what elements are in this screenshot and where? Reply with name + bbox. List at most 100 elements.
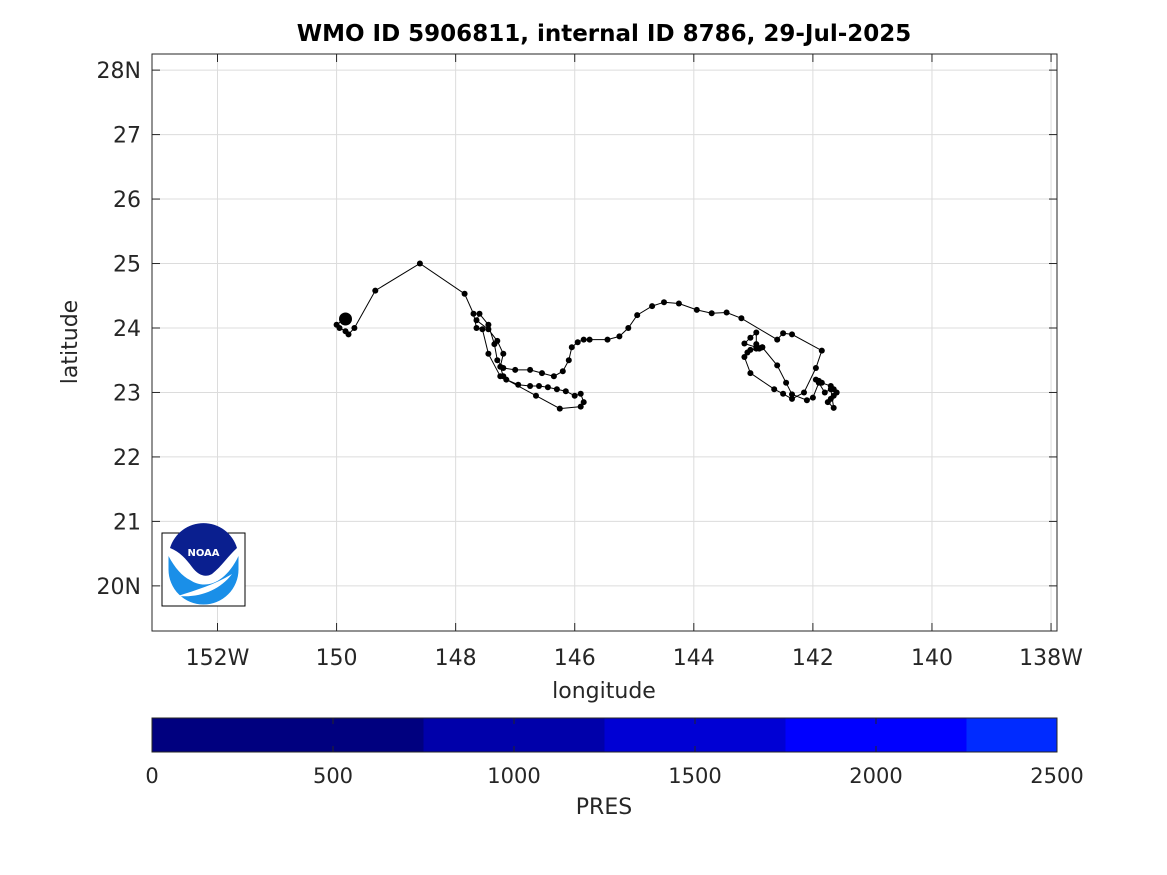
x-tick-label: 142 — [792, 646, 834, 671]
position-point — [812, 365, 819, 371]
y-tick-label: 25 — [113, 253, 141, 278]
position-point — [342, 328, 349, 335]
colorbar-tick-label: 2500 — [1030, 764, 1083, 788]
position-point — [333, 321, 340, 328]
float-positions — [333, 260, 840, 412]
position-point — [479, 326, 486, 333]
y-tick-label: 23 — [113, 381, 141, 406]
x-tick-label: 144 — [673, 646, 715, 671]
position-point — [818, 347, 825, 354]
position-point — [565, 357, 572, 364]
position-point — [512, 366, 519, 373]
position-point — [533, 392, 539, 399]
position-point — [527, 383, 534, 389]
position-point — [774, 362, 781, 369]
position-point — [789, 391, 795, 398]
colorbar-tick-label: 0 — [145, 764, 158, 788]
position-point — [485, 350, 492, 357]
position-point — [747, 370, 754, 377]
position-point — [351, 325, 358, 331]
position-point — [416, 260, 423, 267]
x-tick-label: 140 — [911, 646, 953, 671]
logo-water-icon — [168, 556, 239, 605]
position-point — [580, 336, 587, 343]
position-point — [485, 326, 492, 333]
position-point — [616, 333, 623, 340]
colorbar-tick-label: 1500 — [668, 764, 721, 788]
colorbar-tick-label: 2000 — [849, 764, 902, 788]
position-point — [515, 381, 522, 388]
position-point — [744, 349, 751, 356]
position-point — [634, 312, 641, 319]
position-point — [738, 315, 745, 322]
position-point — [753, 345, 760, 352]
position-point — [494, 337, 501, 344]
position-point — [693, 306, 700, 313]
position-point — [503, 376, 510, 383]
noaa-logo: NOAA — [161, 523, 246, 607]
position-point — [577, 403, 584, 410]
colorbar-tick-label: 500 — [313, 764, 353, 788]
position-point — [661, 299, 667, 306]
position-point — [747, 334, 754, 341]
x-tick-label: 138W — [1019, 646, 1083, 671]
position-point — [562, 388, 569, 395]
position-point — [473, 325, 480, 331]
colorbar-tick-label: 1000 — [487, 764, 540, 788]
position-point — [827, 386, 834, 393]
position-point — [708, 310, 715, 317]
colorbar-label: PRES — [576, 795, 632, 820]
y-axis-label: latitude — [58, 300, 83, 384]
position-point — [559, 368, 566, 375]
position-point — [586, 336, 593, 343]
position-point — [571, 392, 578, 399]
position-point — [577, 390, 584, 397]
position-point — [759, 344, 766, 351]
position-point — [544, 384, 551, 391]
logo-sky-icon — [170, 523, 237, 576]
y-tick-label: 26 — [113, 188, 141, 213]
position-point — [789, 395, 795, 402]
x-tick-label: 152W — [186, 646, 250, 671]
position-point — [815, 379, 822, 386]
position-point — [753, 329, 760, 336]
position-point — [539, 370, 545, 377]
position-point — [497, 363, 504, 370]
float-track-line — [335, 262, 838, 410]
position-point — [476, 310, 483, 317]
colorbar-frame — [151, 717, 1058, 753]
position-point — [723, 309, 730, 316]
position-point — [497, 373, 504, 380]
position-point — [780, 330, 787, 337]
position-point — [803, 397, 810, 404]
axes: 152W 150 148 146 144 142 140 138W 20N 21 22 23 24 25 2… — [97, 54, 1083, 671]
position-point — [801, 389, 807, 396]
logo-gull-icon — [178, 574, 232, 597]
position-point — [780, 390, 787, 397]
position-point — [574, 339, 581, 346]
grid — [152, 54, 1057, 631]
y-tick-label: 22 — [113, 446, 141, 471]
position-point — [372, 287, 379, 294]
position-point — [461, 290, 468, 297]
position-point — [774, 336, 781, 343]
x-tick-label: 148 — [435, 646, 477, 671]
position-point — [553, 386, 560, 393]
position-point — [771, 386, 778, 393]
position-point — [556, 405, 563, 412]
position-point — [536, 383, 542, 389]
y-tick-label: 20N — [97, 575, 141, 600]
latest-position-point — [339, 312, 352, 326]
y-tick-label: 27 — [113, 124, 141, 149]
position-point — [580, 399, 587, 406]
position-point — [500, 350, 507, 357]
y-tick-label: 21 — [113, 510, 141, 535]
logo-lettering: NOAA — [187, 548, 219, 559]
position-point — [783, 379, 790, 386]
plot-frame — [151, 53, 1058, 632]
x-tick-label: 150 — [316, 646, 358, 671]
x-axis-label: longitude — [552, 679, 656, 704]
position-point — [604, 336, 611, 343]
position-point — [470, 310, 477, 317]
position-point — [625, 325, 632, 331]
